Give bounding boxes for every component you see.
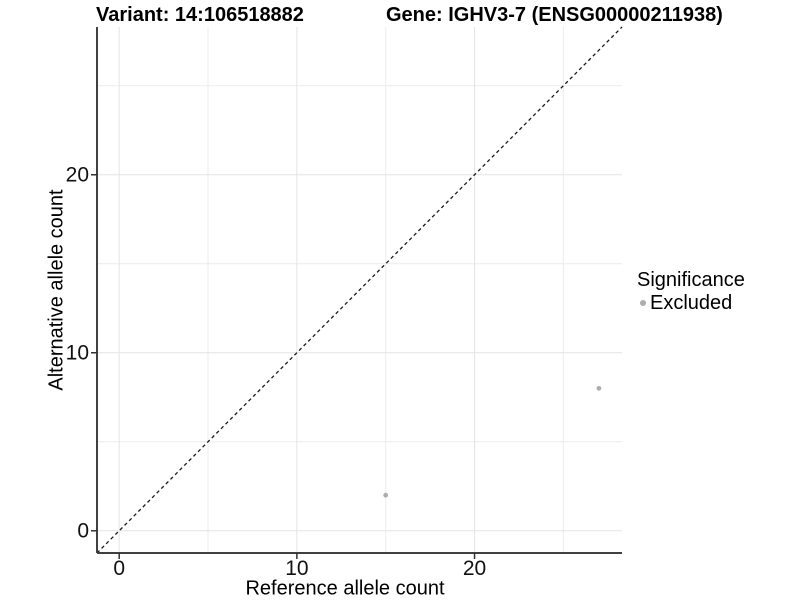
x-tick-label: 10: [285, 557, 308, 580]
legend-item-label: Excluded: [650, 291, 733, 314]
data-point: [383, 492, 389, 498]
x-axis-title: Reference allele count: [245, 577, 445, 600]
legend-item-excluded: Excluded: [637, 292, 745, 314]
gene-title: Gene: IGHV3-7 (ENSG00000211938): [386, 4, 723, 26]
y-tick-label: 0: [77, 520, 89, 543]
x-tick-label: 0: [113, 557, 125, 580]
x-tick-label: 20: [463, 557, 486, 580]
data-point: [596, 385, 602, 391]
y-tick-label: 10: [66, 342, 89, 365]
variant-title: Variant: 14:106518882: [96, 4, 304, 26]
identity-line: [96, 26, 623, 554]
excluded-point-icon: [640, 300, 646, 306]
y-tick-label: 20: [66, 164, 89, 187]
legend-title: Significance: [637, 269, 745, 291]
legend: Significance Excluded: [637, 269, 745, 314]
